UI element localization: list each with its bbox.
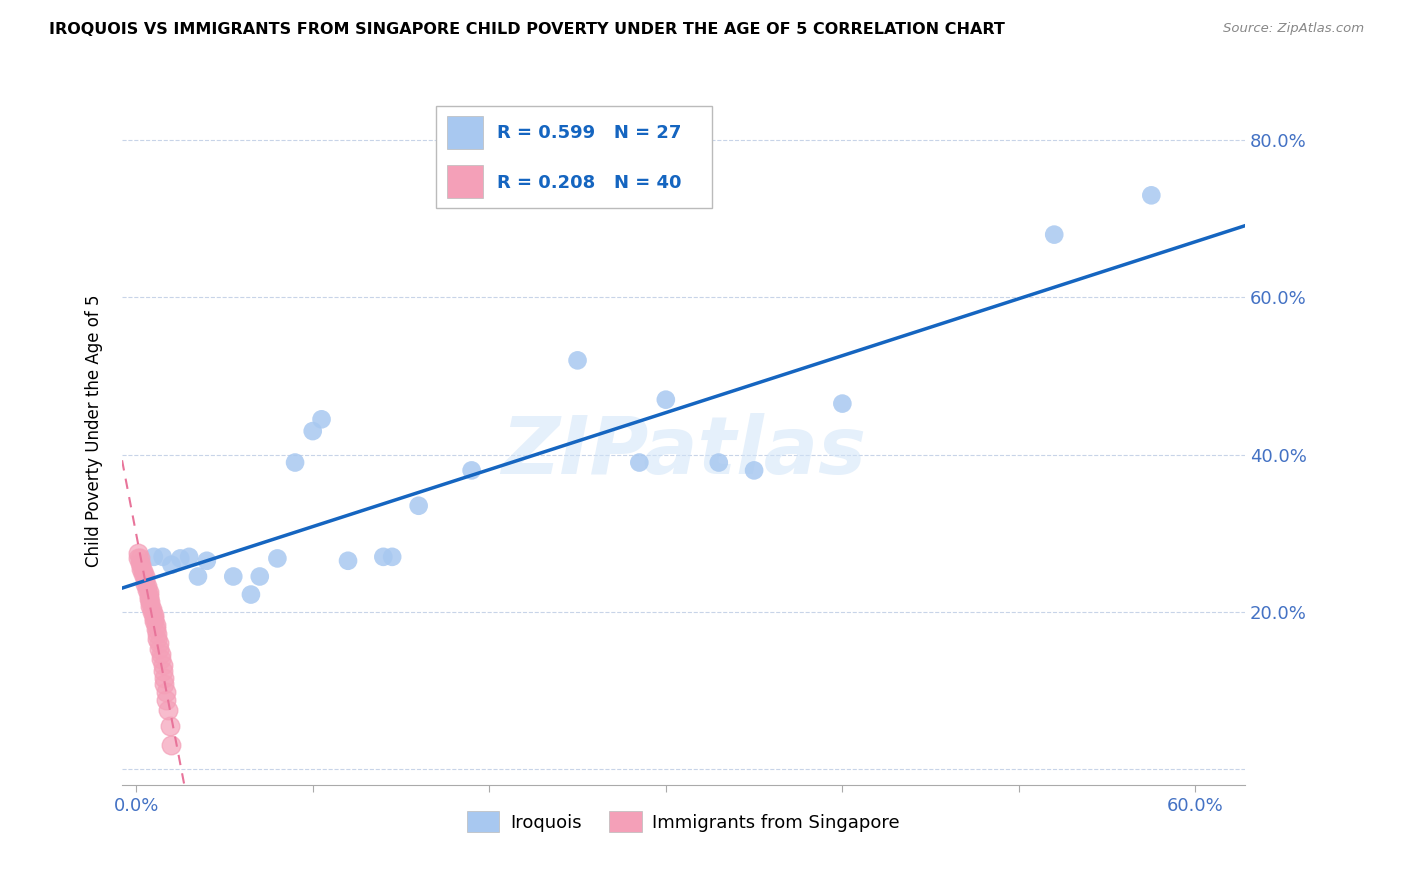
Point — [138, 589, 160, 603]
Point — [301, 424, 323, 438]
Legend: Iroquois, Immigrants from Singapore: Iroquois, Immigrants from Singapore — [460, 804, 907, 839]
Point — [155, 685, 177, 699]
Point — [153, 677, 176, 691]
Point — [373, 549, 395, 564]
Point — [628, 456, 651, 470]
Point — [148, 636, 170, 650]
Text: R = 0.599   N = 27: R = 0.599 N = 27 — [496, 124, 682, 143]
Point — [1043, 227, 1066, 242]
Point — [742, 463, 765, 477]
Point — [156, 703, 179, 717]
Point — [152, 658, 174, 673]
Point — [135, 579, 157, 593]
Point — [141, 605, 163, 619]
FancyBboxPatch shape — [447, 165, 484, 198]
Point — [146, 632, 169, 646]
Point — [152, 664, 174, 678]
Point — [159, 719, 181, 733]
Point — [139, 599, 162, 613]
Text: ZIPatlas: ZIPatlas — [501, 413, 866, 491]
Point — [128, 556, 150, 570]
Point — [160, 739, 183, 753]
Point — [381, 549, 404, 564]
Point — [160, 558, 183, 572]
Point — [138, 592, 160, 607]
Point — [127, 551, 149, 566]
Point — [132, 567, 155, 582]
Point — [249, 569, 271, 583]
Point — [134, 569, 156, 583]
Point — [266, 551, 288, 566]
Point — [141, 601, 163, 615]
Point — [187, 569, 209, 583]
Point — [132, 564, 155, 578]
Point — [284, 456, 307, 470]
Text: IROQUOIS VS IMMIGRANTS FROM SINGAPORE CHILD POVERTY UNDER THE AGE OF 5 CORRELATI: IROQUOIS VS IMMIGRANTS FROM SINGAPORE CH… — [49, 22, 1005, 37]
Text: R = 0.208   N = 40: R = 0.208 N = 40 — [496, 174, 682, 192]
Point — [460, 463, 482, 477]
Point — [146, 627, 169, 641]
Point — [169, 551, 191, 566]
Point — [142, 611, 165, 625]
Point — [149, 647, 172, 661]
Point — [128, 551, 150, 566]
Point — [127, 546, 149, 560]
Point — [148, 641, 170, 656]
Point — [131, 558, 153, 572]
Point — [139, 595, 162, 609]
Point — [179, 549, 201, 564]
Point — [142, 615, 165, 629]
Point — [145, 618, 167, 632]
Point — [152, 549, 174, 564]
Point — [337, 554, 360, 568]
Point — [135, 582, 157, 597]
Point — [131, 561, 153, 575]
Point — [222, 569, 245, 583]
Point — [142, 607, 165, 622]
Point — [155, 693, 177, 707]
Point — [149, 652, 172, 666]
Text: Source: ZipAtlas.com: Source: ZipAtlas.com — [1223, 22, 1364, 36]
FancyBboxPatch shape — [447, 116, 484, 149]
Point — [311, 412, 333, 426]
Point — [408, 499, 430, 513]
Point — [707, 456, 730, 470]
Point — [831, 396, 853, 410]
Point — [138, 585, 160, 599]
Point — [142, 549, 165, 564]
Point — [145, 622, 167, 636]
Point — [655, 392, 678, 407]
Point — [153, 671, 176, 685]
FancyBboxPatch shape — [436, 106, 711, 209]
Point — [134, 574, 156, 588]
Y-axis label: Child Poverty Under the Age of 5: Child Poverty Under the Age of 5 — [86, 295, 103, 567]
Point — [195, 554, 218, 568]
Point — [567, 353, 589, 368]
Point — [239, 588, 262, 602]
Point — [134, 576, 156, 591]
Point — [1140, 188, 1163, 202]
